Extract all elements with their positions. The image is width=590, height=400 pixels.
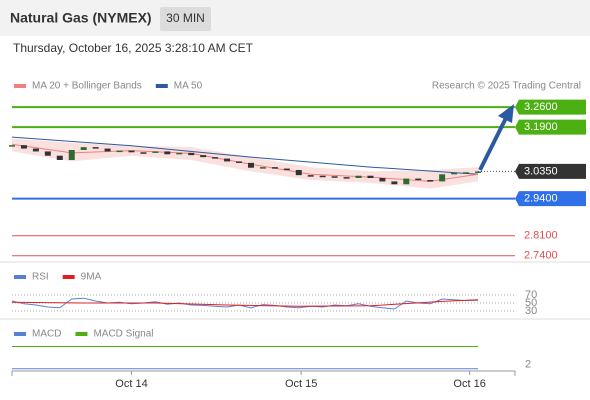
level-badge: [515, 99, 586, 115]
x-tick-label: Oct 14: [115, 378, 147, 390]
candle: [44, 151, 51, 156]
projection-arrow: [478, 117, 508, 171]
candle: [247, 162, 254, 168]
annotation: Research © 2025 Trading Central: [432, 81, 581, 92]
y-tick-label: 2: [525, 359, 531, 371]
legend-label: MA 20 + Bollinger Bands: [32, 81, 142, 92]
legend-swatch: [155, 84, 168, 88]
candle: [128, 150, 135, 153]
legend-swatch: [14, 275, 26, 279]
candle: [463, 172, 470, 174]
candle: [439, 174, 446, 182]
candle: [236, 161, 243, 163]
candle: [295, 170, 302, 176]
candle: [391, 181, 398, 185]
candle: [451, 172, 458, 175]
timestamp: Thursday, October 16, 2025 3:28:10 AM CE…: [13, 41, 254, 55]
interval-badge: [160, 7, 211, 31]
legend-swatch: [14, 332, 26, 336]
candle: [343, 177, 350, 179]
candle: [80, 147, 87, 150]
legend-swatch: [75, 332, 88, 336]
legend-label: RSI: [32, 272, 49, 283]
candle: [415, 178, 422, 181]
level-label: 2.7400: [524, 250, 558, 262]
y-tick-label: 30: [525, 305, 537, 317]
candle: [32, 148, 39, 152]
candle: [403, 178, 410, 185]
level-label: 2.9400: [524, 192, 558, 204]
candle: [20, 145, 27, 149]
candle: [307, 175, 314, 177]
candle: [367, 175, 374, 178]
candle: [259, 167, 266, 169]
candle: [319, 175, 326, 178]
legend-swatch: [62, 275, 75, 279]
candle: [56, 155, 63, 160]
candle: [152, 151, 159, 153]
series-line: [11, 136, 479, 175]
legend-label: MACD Signal: [93, 329, 153, 340]
y-tick-label: 50: [525, 297, 537, 309]
candle: [200, 155, 207, 158]
series-line: [11, 297, 479, 310]
candle: [271, 167, 278, 169]
candle: [355, 175, 362, 178]
legend-label: 9MA: [81, 272, 102, 283]
candle: [212, 157, 219, 159]
projection-arrow-head: [498, 104, 514, 123]
candle: [92, 147, 99, 149]
candle: [283, 168, 290, 171]
candle: [9, 145, 15, 147]
candle: [68, 150, 75, 160]
interval: 30 MIN: [166, 11, 205, 25]
x-tick-label: Oct 16: [453, 378, 485, 390]
candle: [331, 176, 338, 178]
legend-label: MACD: [32, 329, 61, 340]
header-band: [0, 0, 590, 36]
title: Natural Gas (NYMEX): [10, 10, 152, 26]
y-tick-label: 70: [525, 289, 537, 301]
plot: 3.2600 3.1900 3.0350 2.9400 2.8100 2.7400 MA 2…: [9, 81, 586, 390]
candle: [116, 150, 123, 153]
level-badge: [515, 163, 586, 179]
candle: [176, 152, 183, 155]
candle: [427, 180, 434, 182]
candle: [224, 158, 231, 162]
candle: [475, 171, 481, 173]
series-line: [11, 299, 479, 307]
level-badge: [515, 191, 586, 207]
candle: [188, 152, 195, 156]
legend-swatch: [14, 84, 26, 88]
candle: [379, 178, 386, 182]
candle: [140, 152, 147, 154]
candle: [104, 148, 111, 152]
level-badge: [515, 119, 586, 135]
legend-label: MA 50: [174, 81, 203, 92]
level-label: 3.2600: [524, 101, 558, 113]
x-tick-label: Oct 15: [285, 378, 317, 390]
candle: [164, 151, 171, 155]
level-label: 3.1900: [524, 121, 558, 133]
level-label: 3.0350: [524, 165, 558, 177]
level-label: 2.8100: [524, 230, 558, 242]
